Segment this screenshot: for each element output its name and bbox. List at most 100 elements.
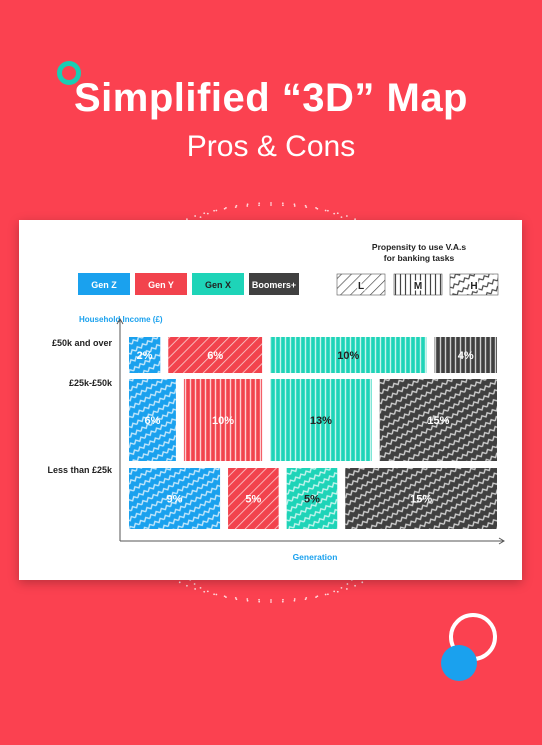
decor-dot-9 [223,207,226,210]
row-label-high-income: £50k and over [52,338,113,348]
decor-dot-60 [258,598,260,601]
propensity-legend: Propensity to use V.A.s for banking task… [336,242,499,296]
cell-label-0-1: 6% [207,350,223,362]
decor-dot-66 [194,588,197,590]
cell-pattern-1-0 [129,379,176,461]
cell-pattern-0-2 [270,337,427,373]
decor-dot-89 [199,586,202,589]
decor-dot-37 [281,202,284,205]
legend-gen-x-swatch [192,273,244,295]
decor-dot-30 [206,212,209,215]
decor-dot-32 [225,206,227,209]
decor-dot-67 [186,584,188,587]
decor-dot-76 [333,590,336,593]
cell-label-2-1: 5% [245,494,261,506]
cell-pattern-0-1 [168,337,263,373]
y-axis-arrow [116,318,124,325]
blue-dot-decoration [441,645,477,681]
cell-pattern-1-3 [379,379,497,461]
decor-dot-81 [281,600,284,603]
legend-gen-y-swatch [135,273,187,295]
cell-label-1-1: 10% [212,415,234,427]
decor-dot-16 [305,206,308,209]
propensity-title-line2: for banking tasks [384,253,455,263]
decor-dot-40 [315,206,317,209]
decor-dot-57 [293,598,296,600]
cell-label-2-0: 9% [167,494,183,506]
decor-dot-13 [270,204,272,206]
decor-dot-10 [234,206,237,209]
decor-dot-35 [258,202,261,205]
decor-dot-75 [340,586,343,589]
decor-dot-78 [315,596,317,599]
decor-dot-42 [333,212,336,215]
propensity-medium-label: M [414,281,422,292]
propensity-title-line1: Propensity to use V.A.s [372,242,466,252]
decor-dot-14 [282,204,284,207]
decor-dot-65 [203,590,206,593]
decor-dot-50 [361,581,364,584]
legend-boomers-swatch [249,273,299,295]
x-axis-label: Generation [293,552,338,562]
cell-label-0-2: 10% [337,350,359,362]
propensity-medium-swatch [394,274,442,295]
legend-gen-y-label: Gen Y [148,280,174,290]
decor-dot-18 [327,209,329,212]
legend-gen-z-label: Gen Z [91,280,117,290]
cell-pattern-2-0 [129,468,221,529]
decor-dot-41 [324,209,327,212]
row-label-mid-income: £25k-£50k [69,378,113,388]
decor-dot-36 [270,202,272,204]
decor-dot-54 [327,593,329,596]
decor-dot-77 [324,593,327,596]
cell-pattern-2-1 [228,468,279,529]
cell-label-1-0: 6% [145,415,161,427]
decor-dot-53 [336,590,339,593]
decor-dot-84 [246,599,249,602]
cell-label-1-3: 15% [427,415,449,427]
decor-dot-59 [270,599,272,601]
decor-dot-29 [199,216,202,219]
decor-dot-56 [305,596,308,599]
propensity-low-label: L [358,281,364,292]
decor-dot-19 [336,212,339,215]
cell-pattern-0-0 [129,337,161,373]
cell-label-1-2: 13% [310,415,332,427]
decor-dot-82 [270,601,272,603]
decor-dot-6 [194,215,197,217]
decor-dot-20 [345,215,348,217]
decor-dot-34 [246,203,249,206]
decor-dot-39 [304,204,307,207]
teal-ring-decoration [57,61,81,85]
decor-dot-79 [304,598,307,601]
row-label-low-income: Less than £25k [47,465,113,475]
decor-dot-63 [223,595,226,598]
decor-dot-43 [340,216,343,219]
decor-dot-12 [258,204,260,207]
chart-card: Gen Z Gen Y Gen X Boomers+ Propensity to… [19,220,522,580]
x-axis-arrow [498,537,505,545]
legend-boomers-label: Boomers+ [252,280,296,290]
propensity-high-swatch [450,274,498,295]
page-title: Simplified “3D” Map [74,76,468,120]
decor-dot-87 [215,593,218,596]
cell-pattern-0-3 [434,337,497,373]
decor-dot-21 [354,218,356,221]
decor-dot-5 [186,218,188,221]
decor-dot-15 [293,205,296,207]
legend-gen-x-label: Gen X [205,280,231,290]
decor-dot-52 [345,588,348,590]
decor-dot-90 [193,583,196,585]
decor-dot-86 [225,596,227,599]
propensity-low-swatch [337,274,385,295]
decor-dot-62 [234,596,237,599]
cell-label-0-0: 2% [137,350,153,362]
cell-pattern-1-1 [183,379,263,461]
decor-dot-88 [206,590,209,593]
cell-pattern-1-2 [270,379,372,461]
decor-dot-51 [354,584,356,587]
cell-pattern-2-3 [345,468,497,529]
chart-svg: Gen Z Gen Y Gen X Boomers+ Propensity to… [47,242,505,562]
page-subtitle: Pros & Cons [186,130,356,163]
decor-dot-17 [316,207,319,210]
